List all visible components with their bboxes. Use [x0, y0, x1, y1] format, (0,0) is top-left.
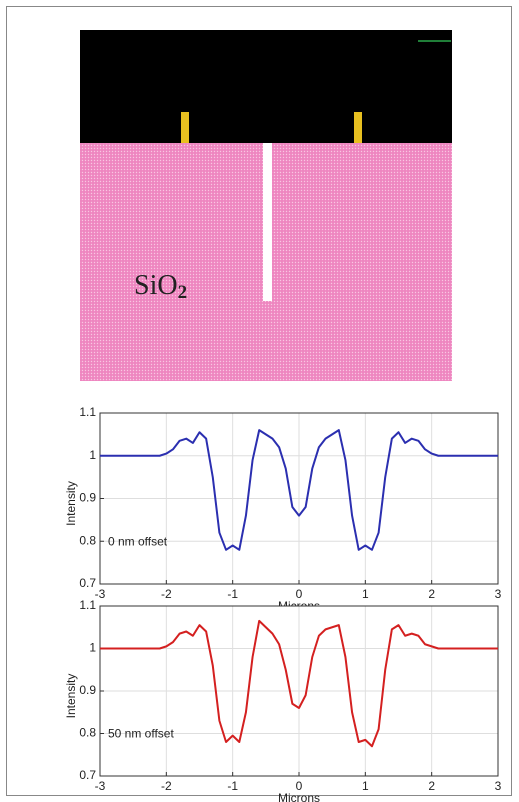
x-tick-label: -1 [227, 779, 238, 793]
chart: -3-2-101230.70.80.911.1MicronsIntensity0… [64, 405, 501, 613]
y-tick-label: 0.9 [79, 491, 96, 505]
label-subscript: 2 [178, 282, 188, 303]
diagram: SiO2 [80, 30, 452, 381]
x-tick-label: 3 [495, 779, 502, 793]
data-line [100, 429, 498, 551]
x-tick-label: -1 [227, 587, 238, 601]
x-tick-label: -3 [95, 587, 106, 601]
axes-box [99, 412, 499, 585]
y-tick-label: 0.9 [79, 683, 96, 697]
x-tick-label: 3 [495, 587, 502, 601]
y-tick-label: 1.1 [79, 405, 96, 419]
y-tick-label: 0.8 [79, 533, 96, 547]
y-tick-label: 1.1 [79, 598, 96, 612]
slit [263, 143, 272, 301]
x-tick-label: 2 [428, 587, 435, 601]
x-tick-label: -3 [95, 779, 106, 793]
x-axis-label: Microns [278, 791, 320, 802]
x-tick-label: -2 [161, 587, 172, 601]
x-tick-label: 1 [362, 779, 369, 793]
x-tick-label: 2 [428, 779, 435, 793]
x-tick-label: 0 [296, 779, 303, 793]
annotation: 0 nm offset [108, 534, 168, 548]
x-tick-label: -2 [161, 779, 172, 793]
y-tick-label: 0.7 [79, 576, 96, 590]
electrode [354, 112, 362, 143]
data-line [100, 619, 498, 748]
top-region [80, 30, 452, 143]
y-tick-label: 0.7 [79, 768, 96, 782]
material-label: SiO2 [134, 270, 187, 303]
x-tick-label: 0 [296, 587, 303, 601]
chart: -3 -2 -1 0 1 2 3 0.7 0.8 0.9 1 1.1 Microns Intensity 5… [64, 598, 501, 802]
y-axis-label: Intensity [64, 674, 78, 719]
y-tick-label: 1 [89, 641, 96, 655]
axes-box [99, 605, 499, 777]
y-tick-label: 0.8 [79, 726, 96, 740]
x-tick-label: 1 [362, 587, 369, 601]
annotation: 50 nm offset [108, 727, 174, 741]
y-tick-label: 1 [89, 448, 96, 462]
label-text: SiO [134, 270, 178, 301]
electrode [181, 112, 189, 143]
y-axis-label: Intensity [64, 481, 78, 526]
